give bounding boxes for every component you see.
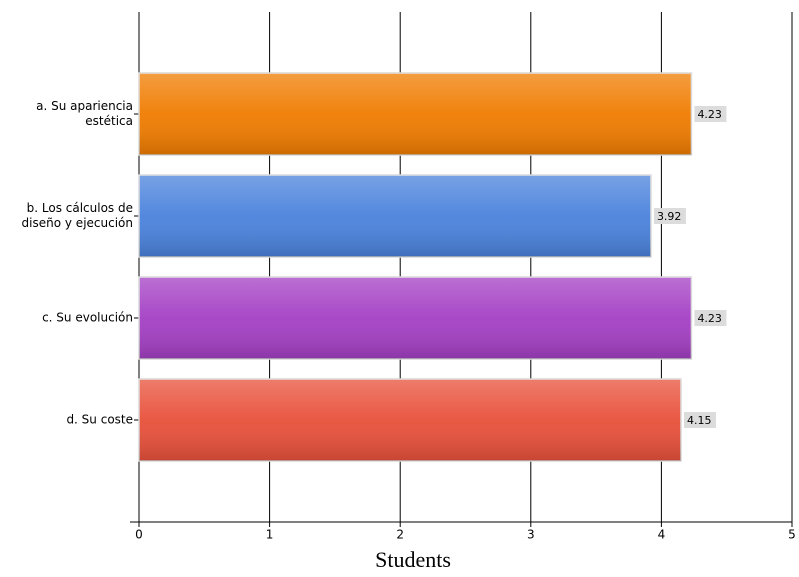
- bar-shine: [139, 73, 692, 155]
- x-tick-label: 2: [396, 528, 404, 542]
- y-tick-label: a. Su apariencia estética: [36, 99, 133, 128]
- y-tick-label: d. Su coste: [66, 412, 133, 427]
- x-tick-label: 0: [135, 528, 143, 542]
- x-tick-label: 4: [658, 528, 666, 542]
- value-label-bg: [653, 208, 686, 224]
- bar-shine: [139, 277, 692, 359]
- value-label: 4.15: [687, 414, 712, 427]
- value-label: 4.23: [697, 108, 722, 121]
- value-label-bg: [694, 106, 727, 122]
- bar-shine: [139, 379, 681, 461]
- value-label: 4.23: [697, 312, 722, 325]
- value-label-bg: [683, 412, 716, 428]
- x-tick-label: 5: [788, 528, 796, 542]
- y-tick-label: c. Su evolución: [42, 310, 133, 325]
- y-tick-label: b. Los cálculos de diseño y ejecución: [21, 201, 133, 230]
- x-tick-label: 3: [527, 528, 535, 542]
- bar-shine: [139, 175, 651, 257]
- value-label-bg: [694, 310, 727, 326]
- x-axis-title: Students: [375, 547, 451, 572]
- x-tick-label: 1: [266, 528, 274, 542]
- value-label: 3.92: [657, 210, 682, 223]
